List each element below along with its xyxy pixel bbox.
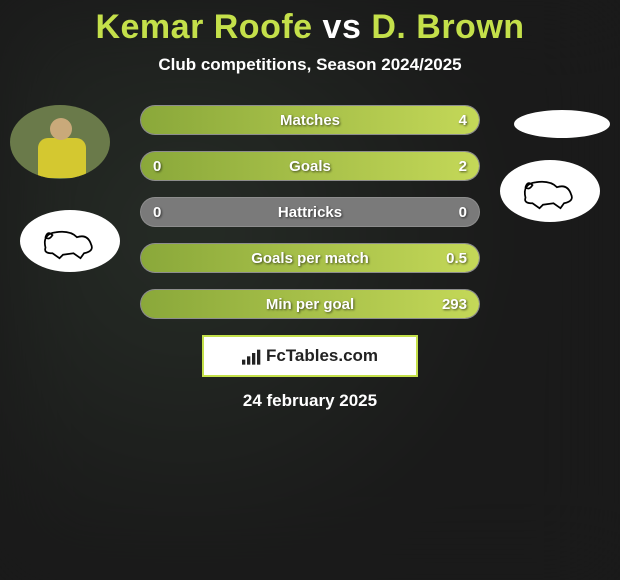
stat-row: Goals per match 0.5	[140, 243, 480, 273]
player2-name: D. Brown	[371, 8, 524, 46]
stat-label: Goals per match	[251, 250, 369, 267]
branding-text: FcTables.com	[266, 346, 378, 366]
stat-bars: Matches 4 0 Goals 2 0 Hattricks 0 Goals per matc…	[140, 105, 480, 319]
player1-name: Kemar Roofe	[95, 8, 312, 46]
player1-photo	[10, 105, 110, 179]
stat-value-right: 0	[459, 204, 467, 221]
content-area: Matches 4 0 Goals 2 0 Hattricks 0 Goals per matc…	[0, 105, 620, 411]
stat-label: Hattricks	[278, 204, 342, 221]
stat-label: Goals	[289, 158, 331, 175]
stat-label: Matches	[280, 112, 340, 129]
stat-row: 0 Hattricks 0	[140, 197, 480, 227]
stat-value-left: 0	[153, 204, 161, 221]
stat-value-left: 0	[153, 158, 161, 175]
vs-text: vs	[323, 8, 362, 46]
stat-value-right: 293	[442, 296, 467, 313]
branding-box: FcTables.com	[202, 335, 418, 377]
stat-label: Min per goal	[266, 296, 354, 313]
player1-club-logo	[20, 210, 120, 272]
comparison-title: Kemar Roofe vs D. Brown	[0, 8, 620, 47]
stat-value-right: 4	[459, 112, 467, 129]
branding-icon	[242, 348, 262, 364]
player2-photo	[514, 110, 610, 138]
stat-value-right: 2	[459, 158, 467, 175]
stat-row: Min per goal 293	[140, 289, 480, 319]
date-text: 24 february 2025	[0, 391, 620, 411]
stat-row: Matches 4	[140, 105, 480, 135]
stat-value-right: 0.5	[446, 250, 467, 267]
subtitle: Club competitions, Season 2024/2025	[0, 55, 620, 75]
player2-club-logo	[500, 160, 600, 222]
stat-row: 0 Goals 2	[140, 151, 480, 181]
